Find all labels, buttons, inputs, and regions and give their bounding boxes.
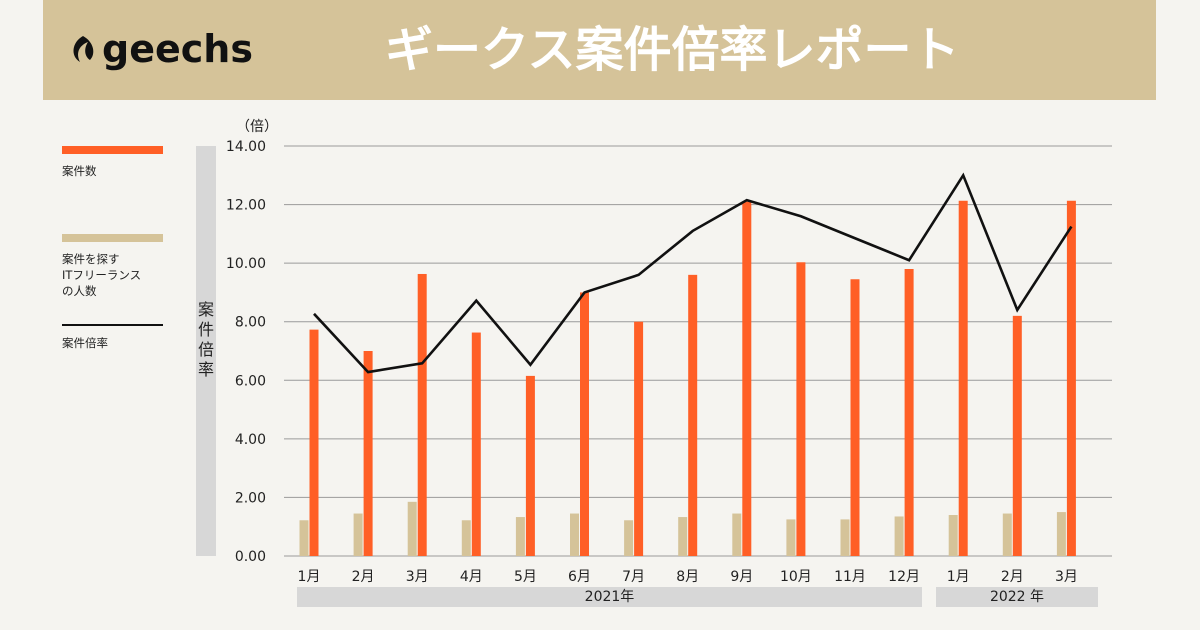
x-tick-label: 4月 xyxy=(460,569,483,585)
bar-listings xyxy=(904,269,914,556)
legend-swatch-ratio xyxy=(62,324,163,326)
bar-listings xyxy=(525,375,535,556)
legend-item-listings: 案件数 xyxy=(62,146,172,179)
bar-freelancers xyxy=(894,516,904,556)
bar-listings xyxy=(796,262,806,556)
bar-listings xyxy=(1012,315,1022,556)
bar-listings xyxy=(634,321,644,556)
x-tick-label: 1月 xyxy=(947,569,970,585)
bar-listings xyxy=(688,274,698,556)
y-tick-label: 2.00 xyxy=(235,490,266,506)
bar-freelancers xyxy=(1056,512,1066,556)
x-tick-label: 1月 xyxy=(298,569,321,585)
y-tick-label: 14.00 xyxy=(226,139,266,155)
bar-listings xyxy=(471,332,481,556)
bar-freelancers xyxy=(732,513,742,556)
legend-label-listings: 案件数 xyxy=(62,164,97,178)
legend-swatch-freelancers xyxy=(62,234,163,242)
x-tick-label: 3月 xyxy=(1055,569,1078,585)
bar-freelancers xyxy=(1002,513,1012,556)
y-tick-label: 10.00 xyxy=(226,256,266,272)
x-tick-label: 7月 xyxy=(622,569,645,585)
y-axis-title-band xyxy=(196,146,216,556)
legend-swatch-listings xyxy=(62,146,163,154)
legend-label-freelancers: 案件を探す ITフリーランス の人数 xyxy=(62,252,142,298)
x-tick-label: 3月 xyxy=(406,569,429,585)
bar-freelancers xyxy=(353,513,363,556)
bar-listings xyxy=(1066,200,1076,556)
year-band-2021: 2021年 xyxy=(297,587,922,607)
legend-item-freelancers: 案件を探す ITフリーランス の人数 xyxy=(62,234,172,299)
x-tick-label: 11月 xyxy=(834,569,866,585)
bar-freelancers xyxy=(461,520,471,556)
y-tick-label: 12.00 xyxy=(226,198,266,214)
x-tick-label: 12月 xyxy=(888,569,920,585)
x-tick-label: 8月 xyxy=(676,569,699,585)
y-tick-label: 4.00 xyxy=(235,432,266,448)
x-tick-label: 10月 xyxy=(780,569,812,585)
bar-listings xyxy=(958,200,968,556)
x-tick-label: 9月 xyxy=(730,569,753,585)
x-tick-label: 5月 xyxy=(514,569,537,585)
y-axis-unit: （倍） xyxy=(236,119,278,135)
year-band-2022: 2022 年 xyxy=(936,587,1098,607)
bar-listings xyxy=(417,273,427,556)
bar-freelancers xyxy=(570,513,579,556)
bar-freelancers xyxy=(786,519,796,556)
bar-freelancers xyxy=(624,520,634,556)
bar-listings xyxy=(742,201,752,556)
bar-freelancers xyxy=(515,517,525,556)
bar-listings xyxy=(309,329,319,556)
legend-item-ratio: 案件倍率 xyxy=(62,324,172,351)
logo-text: geechs xyxy=(102,27,253,71)
x-tick-label: 6月 xyxy=(568,569,591,585)
x-tick-label: 2月 xyxy=(352,569,375,585)
bar-freelancers xyxy=(948,515,958,556)
y-tick-label: 0.00 xyxy=(235,549,266,565)
bar-listings xyxy=(363,351,373,556)
bar-freelancers xyxy=(407,501,417,556)
page-title: ギークス案件倍率レポート xyxy=(385,22,960,78)
bar-freelancers xyxy=(840,519,850,556)
y-tick-label: 6.00 xyxy=(235,373,266,389)
bar-freelancers xyxy=(299,520,309,556)
geechs-logo: geechs xyxy=(68,24,253,74)
y-tick-label: 8.00 xyxy=(235,315,266,331)
bar-listings xyxy=(850,279,860,556)
legend-label-ratio: 案件倍率 xyxy=(62,336,108,350)
bar-freelancers xyxy=(678,517,688,556)
header-banner xyxy=(43,0,1156,100)
leaf-icon xyxy=(73,36,94,62)
x-tick-label: 2月 xyxy=(1001,569,1024,585)
bar-listings xyxy=(580,292,589,556)
y-axis-title: 案件倍率 xyxy=(197,300,214,379)
